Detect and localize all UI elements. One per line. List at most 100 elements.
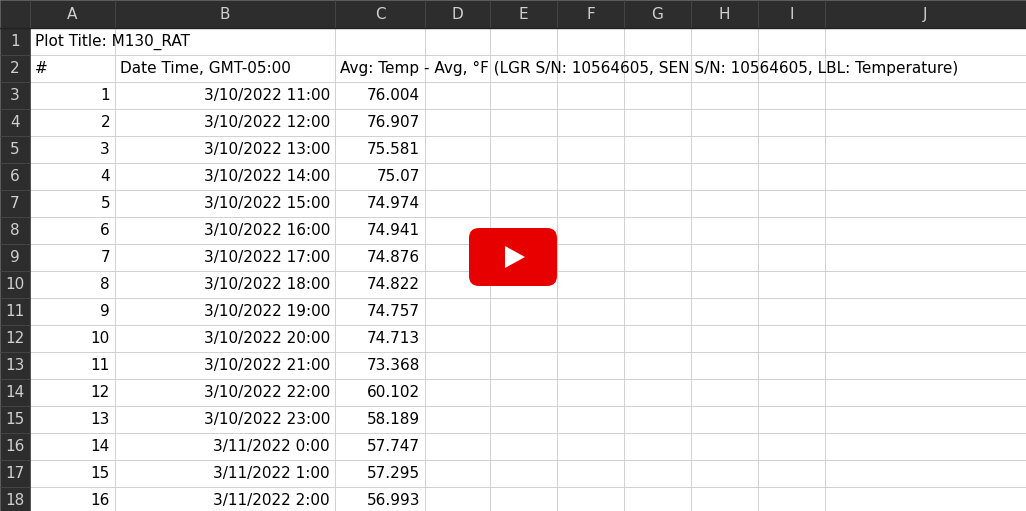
Bar: [624, 352, 690, 379]
Bar: [690, 460, 758, 487]
Bar: [825, 460, 1026, 487]
Text: 56.993: 56.993: [366, 493, 420, 508]
Bar: [758, 109, 825, 136]
Bar: [825, 82, 1026, 109]
Text: 3/10/2022 23:00: 3/10/2022 23:00: [203, 412, 330, 427]
Text: 16: 16: [5, 439, 25, 454]
Bar: [557, 487, 624, 511]
Text: 12: 12: [90, 385, 110, 400]
Text: 10: 10: [5, 277, 25, 292]
Bar: [557, 271, 624, 298]
Bar: [690, 244, 758, 271]
Bar: [557, 379, 624, 406]
Bar: [30, 109, 115, 136]
Text: 3/10/2022 13:00: 3/10/2022 13:00: [203, 142, 330, 157]
Bar: [624, 271, 690, 298]
Bar: [825, 163, 1026, 190]
Bar: [690, 0, 758, 28]
Bar: [30, 433, 115, 460]
Bar: [557, 460, 624, 487]
Bar: [425, 244, 490, 271]
Bar: [30, 82, 115, 109]
Text: 3/10/2022 11:00: 3/10/2022 11:00: [204, 88, 330, 103]
Text: Date Time, GMT-05:00: Date Time, GMT-05:00: [120, 61, 291, 76]
Bar: [624, 487, 690, 511]
Bar: [30, 163, 115, 190]
Bar: [825, 379, 1026, 406]
Text: I: I: [789, 7, 794, 21]
Bar: [557, 217, 624, 244]
Bar: [115, 190, 336, 217]
Bar: [557, 0, 624, 28]
Bar: [825, 244, 1026, 271]
Bar: [690, 217, 758, 244]
Bar: [30, 487, 115, 511]
Bar: [115, 487, 336, 511]
Bar: [115, 433, 336, 460]
Bar: [0, 190, 30, 217]
Bar: [825, 109, 1026, 136]
Bar: [425, 217, 490, 244]
Text: 13: 13: [90, 412, 110, 427]
Text: 17: 17: [5, 466, 25, 481]
Bar: [336, 325, 425, 352]
Bar: [336, 28, 425, 55]
Bar: [115, 379, 336, 406]
Text: 3/10/2022 18:00: 3/10/2022 18:00: [204, 277, 330, 292]
Text: J: J: [923, 7, 928, 21]
Bar: [557, 190, 624, 217]
Bar: [425, 406, 490, 433]
Bar: [758, 379, 825, 406]
Bar: [425, 325, 490, 352]
Bar: [336, 352, 425, 379]
Bar: [336, 217, 425, 244]
Bar: [0, 379, 30, 406]
Text: 3/10/2022 22:00: 3/10/2022 22:00: [204, 385, 330, 400]
Bar: [690, 325, 758, 352]
Bar: [758, 190, 825, 217]
Text: 7: 7: [10, 196, 19, 211]
Bar: [690, 109, 758, 136]
Bar: [758, 298, 825, 325]
Text: 76.907: 76.907: [366, 115, 420, 130]
Bar: [624, 460, 690, 487]
Text: 1: 1: [101, 88, 110, 103]
Bar: [425, 433, 490, 460]
Text: 8: 8: [101, 277, 110, 292]
Bar: [425, 0, 490, 28]
Bar: [758, 352, 825, 379]
Text: 16: 16: [90, 493, 110, 508]
Bar: [490, 244, 557, 271]
Bar: [336, 298, 425, 325]
Text: 74.757: 74.757: [367, 304, 420, 319]
Bar: [30, 217, 115, 244]
Bar: [557, 82, 624, 109]
Bar: [624, 163, 690, 190]
Text: A: A: [68, 7, 78, 21]
Text: 57.747: 57.747: [367, 439, 420, 454]
Text: 2: 2: [10, 61, 19, 76]
Bar: [825, 433, 1026, 460]
Text: 74.941: 74.941: [367, 223, 420, 238]
Bar: [624, 325, 690, 352]
Bar: [557, 163, 624, 190]
Bar: [490, 433, 557, 460]
Bar: [425, 298, 490, 325]
Text: 74.822: 74.822: [367, 277, 420, 292]
Bar: [336, 136, 425, 163]
Bar: [0, 0, 30, 28]
Text: 1: 1: [10, 34, 19, 49]
Text: 14: 14: [90, 439, 110, 454]
Bar: [624, 82, 690, 109]
Bar: [30, 352, 115, 379]
Bar: [825, 217, 1026, 244]
Text: 3/10/2022 15:00: 3/10/2022 15:00: [204, 196, 330, 211]
Bar: [30, 325, 115, 352]
Text: 15: 15: [90, 466, 110, 481]
Bar: [30, 55, 115, 82]
Bar: [624, 298, 690, 325]
Bar: [115, 136, 336, 163]
Text: D: D: [451, 7, 464, 21]
Bar: [690, 352, 758, 379]
Text: 75.581: 75.581: [367, 142, 420, 157]
